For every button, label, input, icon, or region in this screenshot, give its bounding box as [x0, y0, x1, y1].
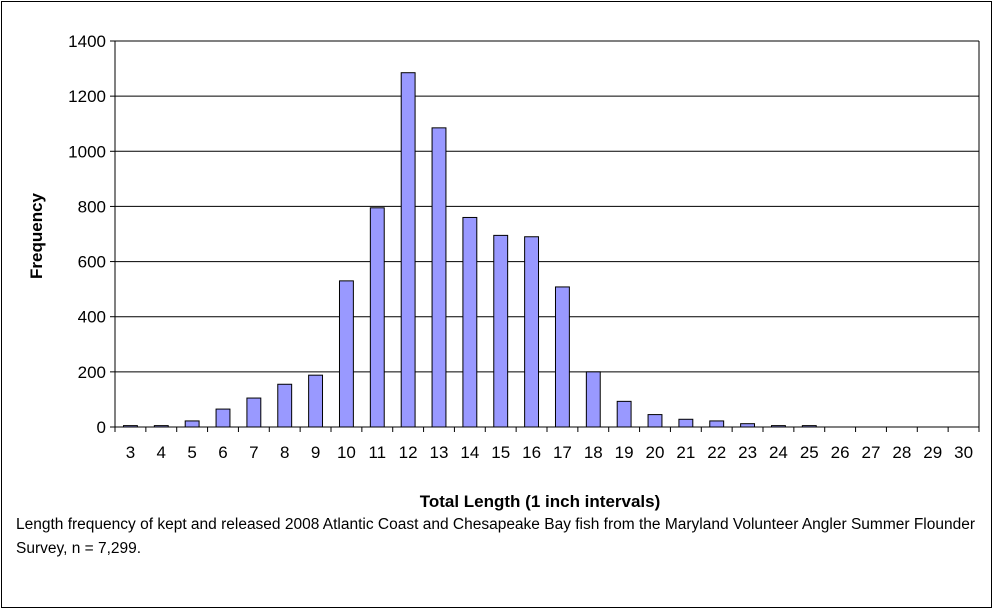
axes — [114, 41, 980, 428]
x-tick-label: 28 — [892, 443, 911, 462]
x-tick-label: 21 — [676, 443, 695, 462]
x-tick-label: 26 — [831, 443, 850, 462]
bar — [369, 207, 385, 428]
y-tick-label: 1000 — [68, 142, 106, 161]
bar — [246, 397, 262, 428]
gridlines — [110, 40, 980, 432]
y-tick-label: 1400 — [68, 32, 106, 51]
x-tick-label: 13 — [430, 443, 449, 462]
bar — [709, 420, 725, 428]
bar — [338, 280, 354, 428]
bar — [431, 127, 447, 428]
bar — [647, 414, 663, 428]
x-tick-label: 12 — [399, 443, 418, 462]
x-axis-label: Total Length (1 inch intervals) — [420, 492, 661, 511]
x-tick-label: 19 — [615, 443, 634, 462]
bars — [122, 72, 817, 428]
bar — [493, 234, 509, 428]
x-tick-label: 24 — [769, 443, 788, 462]
x-tick-label: 6 — [218, 443, 227, 462]
x-tick-label: 17 — [553, 443, 572, 462]
bar — [308, 374, 324, 428]
bar — [277, 383, 293, 428]
y-tick-label: 1200 — [68, 87, 106, 106]
x-tick-label: 15 — [491, 443, 510, 462]
bar — [554, 286, 570, 428]
x-tick-label: 3 — [126, 443, 135, 462]
bar — [616, 400, 632, 428]
x-tick-label: 22 — [707, 443, 726, 462]
y-tick-label: 600 — [78, 253, 106, 272]
bar — [678, 418, 694, 428]
y-axis-label: Frequency — [27, 192, 46, 279]
x-tick-label: 27 — [862, 443, 881, 462]
x-tick-label: 23 — [738, 443, 757, 462]
x-tick-label: 5 — [187, 443, 196, 462]
x-tick-labels: 3 4 5 6 7 8 9 10 11 12 13 14 15 16 17 18 19 20 21 22 23 24 25 2… — [126, 443, 973, 462]
bar — [400, 72, 416, 428]
x-tick-label: 4 — [157, 443, 166, 462]
x-tick-label: 30 — [954, 443, 973, 462]
bar — [585, 371, 601, 428]
bar — [215, 408, 231, 428]
x-tick-label: 10 — [337, 443, 356, 462]
x-tick-label: 9 — [311, 443, 320, 462]
x-tick-label: 29 — [923, 443, 942, 462]
x-tick-label: 16 — [522, 443, 541, 462]
y-tick-label: 800 — [78, 197, 106, 216]
y-tick-label: 400 — [78, 308, 106, 327]
x-tick-label: 8 — [280, 443, 289, 462]
bar — [184, 420, 200, 428]
x-tick-label: 14 — [460, 443, 479, 462]
y-tick-labels: 0 200 400 600 800 1000 1200 1400 — [68, 32, 106, 437]
y-tick-label: 200 — [78, 363, 106, 382]
x-tick-label: 7 — [249, 443, 258, 462]
x-tick-label: 20 — [646, 443, 665, 462]
y-tick-label: 0 — [97, 418, 106, 437]
figure-caption: Length frequency of kept and released 20… — [16, 516, 975, 557]
x-tick-label: 25 — [800, 443, 819, 462]
bar — [524, 236, 540, 428]
x-tick-label: 18 — [584, 443, 603, 462]
x-tick-label: 11 — [368, 443, 386, 462]
bar — [462, 216, 478, 428]
